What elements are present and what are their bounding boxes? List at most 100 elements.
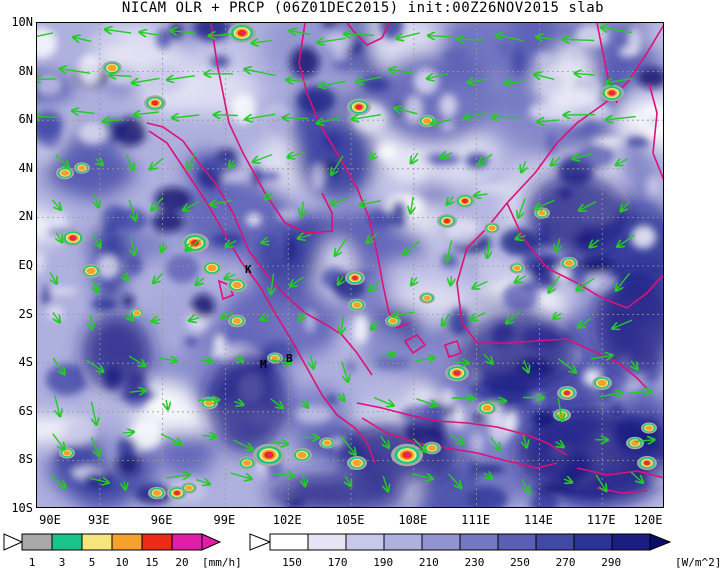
wind-arrow — [209, 34, 232, 36]
rain-cell — [228, 23, 256, 43]
rain-cell — [130, 308, 144, 318]
wind-arrow — [186, 239, 202, 251]
precip-colorbar-swatch — [111, 533, 143, 551]
olr-colorbar-tick-label: 290 — [601, 556, 622, 569]
rain-cell — [202, 261, 222, 275]
rain-cell-max — [72, 236, 76, 240]
rain-cell — [455, 194, 475, 208]
wind-arrow — [90, 401, 96, 424]
wind-arrow — [73, 37, 92, 41]
olr-colorbar-swatch — [383, 533, 423, 551]
olr-patch — [630, 225, 656, 249]
wind-arrow — [210, 201, 232, 205]
wind-arrow — [271, 360, 290, 364]
rain-cell-very-heavy — [232, 281, 242, 289]
rain-cell — [445, 364, 469, 382]
wind-arrow — [52, 433, 64, 450]
wind-arrow — [521, 478, 529, 492]
rain-cell — [102, 61, 122, 75]
wind-arrow — [225, 275, 236, 279]
olr-colorbar-swatch — [611, 533, 651, 551]
rain-cell-very-heavy — [133, 310, 141, 316]
coastline — [648, 82, 663, 181]
wind-arrow — [60, 69, 91, 74]
precip-colorbar-swatch — [171, 533, 203, 551]
rain-cell-very-heavy — [482, 404, 492, 412]
wind-arrow — [132, 78, 160, 83]
olr-colorbar-swatch — [535, 533, 575, 551]
wind-arrow — [505, 81, 527, 83]
wind-arrow — [196, 278, 205, 285]
wind-arrow — [55, 395, 60, 416]
olr-patch — [440, 388, 456, 408]
olr-colorbar-tick-label: 270 — [555, 556, 576, 569]
wind-arrow — [441, 153, 453, 158]
olr-patch — [157, 426, 216, 477]
rain-cell-very-heavy — [564, 260, 574, 266]
wind-arrow — [270, 442, 288, 445]
olr-patch — [260, 234, 279, 261]
longitude-label: 102E — [272, 513, 302, 527]
olr-colorbar-tick-label: 230 — [464, 556, 485, 569]
olr-patch — [333, 58, 359, 71]
olr-patch — [646, 176, 662, 196]
olr-patch — [376, 144, 398, 161]
olr-patch — [310, 162, 326, 191]
wind-arrow — [246, 113, 276, 119]
rain-cell — [74, 162, 90, 174]
precip-colorbar-tick-label: 3 — [58, 556, 66, 569]
olr-patch — [82, 313, 152, 393]
olr-colorbar-tick-label: 150 — [282, 556, 302, 569]
rain-cell — [419, 292, 435, 304]
rain-cell — [626, 436, 644, 450]
latitude-label: 10S — [11, 501, 33, 515]
olr-patch — [390, 150, 430, 182]
olr-patch — [353, 313, 368, 344]
wind-arrow — [447, 240, 452, 261]
rain-cell — [509, 262, 525, 274]
wind-arrow — [634, 440, 654, 442]
rain-cell — [345, 271, 365, 285]
wind-arrow — [195, 480, 209, 484]
precip-colorbar-tick-label: 1 — [28, 556, 36, 569]
rain-cell-very-heavy — [207, 264, 217, 272]
rain-cell — [61, 229, 85, 247]
wind-arrow — [124, 480, 125, 489]
wind-arrow — [299, 312, 305, 321]
longitude-label: 108E — [398, 513, 428, 527]
olr-patch — [627, 27, 642, 56]
olr-patch — [331, 35, 349, 60]
wind-arrow — [167, 76, 196, 80]
wind-arrow — [468, 79, 488, 83]
site-marker-m: M — [260, 358, 267, 371]
wind-arrow — [413, 438, 426, 452]
rain-cell-very-heavy — [323, 440, 331, 446]
wind-arrow — [411, 278, 417, 285]
rain-cell-very-heavy — [488, 225, 496, 231]
olr-unit-label: [W/m^2] — [675, 556, 722, 569]
coastline — [506, 202, 663, 309]
wind-arrow — [352, 114, 382, 120]
olr-patch — [257, 172, 281, 181]
coastline — [403, 333, 427, 355]
latitude-label: 10N — [11, 15, 33, 29]
rain-cell — [228, 314, 246, 328]
rain-cell-very-heavy — [271, 355, 279, 361]
olr-colorbar-tick-label: 210 — [418, 556, 439, 569]
olr-patch — [64, 420, 96, 444]
rain-cell — [253, 443, 285, 467]
olr-patch — [126, 254, 143, 276]
wind-arrow — [287, 80, 307, 82]
olr-patch — [466, 485, 508, 507]
rain-cell — [477, 401, 497, 415]
wind-arrow — [152, 197, 164, 211]
rain-cell-very-heavy — [645, 425, 653, 431]
wind-arrow — [601, 27, 632, 34]
wind-arrow — [397, 32, 420, 39]
olr-patch — [201, 156, 240, 174]
olr-patch — [576, 143, 615, 169]
wind-arrow — [474, 194, 488, 196]
olr-patch — [260, 103, 294, 136]
wind-arrow — [338, 276, 343, 284]
wind-arrow — [516, 236, 526, 239]
